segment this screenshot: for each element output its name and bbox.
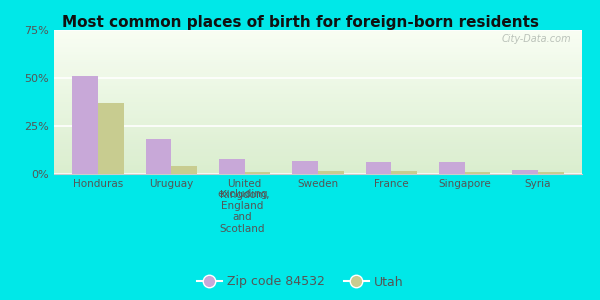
Bar xyxy=(172,166,197,174)
Bar xyxy=(73,76,98,174)
Bar xyxy=(439,163,464,174)
Bar xyxy=(318,171,344,174)
Bar xyxy=(464,172,490,174)
Legend: Zip code 84532, Utah: Zip code 84532, Utah xyxy=(192,271,408,293)
Text: City-Data.com: City-Data.com xyxy=(502,34,571,44)
Bar xyxy=(391,171,417,174)
Bar xyxy=(245,172,271,174)
Bar xyxy=(146,140,172,174)
Text: Most common places of birth for foreign-born residents: Most common places of birth for foreign-… xyxy=(62,15,539,30)
Bar xyxy=(219,159,245,174)
Bar xyxy=(538,172,563,174)
Bar xyxy=(365,161,391,174)
Text: excluding
England
and
Scotland: excluding England and Scotland xyxy=(217,189,268,234)
Bar xyxy=(292,160,318,174)
Bar xyxy=(98,103,124,174)
Bar xyxy=(512,170,538,174)
